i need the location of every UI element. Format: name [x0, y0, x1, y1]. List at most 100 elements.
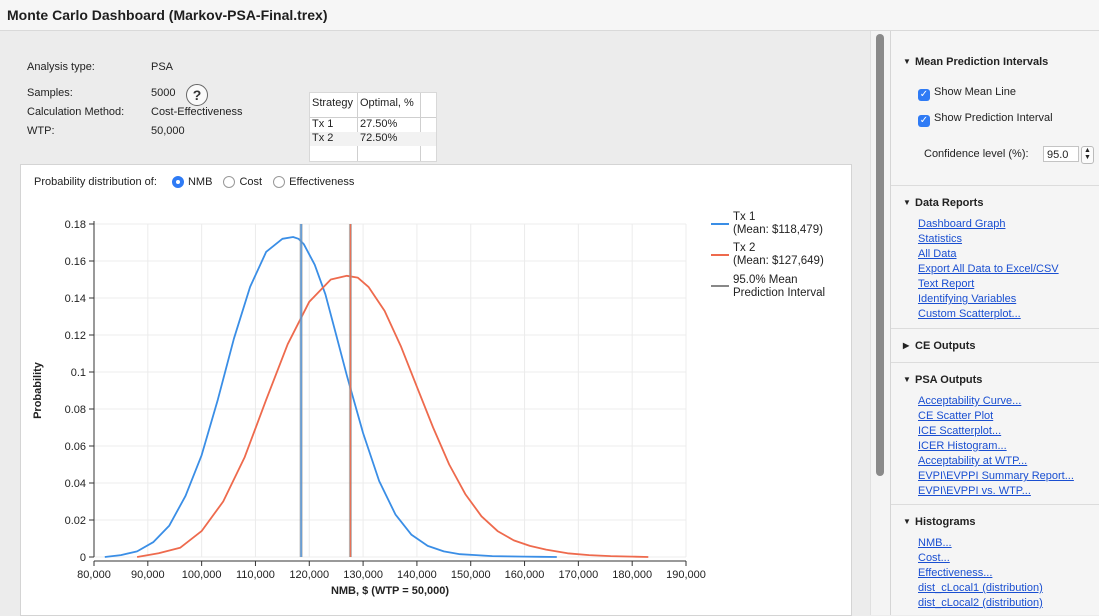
- checkmark-icon: ✓: [918, 89, 930, 101]
- samples-value: 5000: [151, 87, 176, 99]
- link-dist-clocal2[interactable]: dist_cLocal2 (distribution): [918, 597, 1043, 609]
- link-statistics[interactable]: Statistics: [918, 233, 963, 245]
- y-tick-label: 0.16: [65, 256, 86, 268]
- scrollbar[interactable]: [870, 31, 890, 615]
- table-header-strategy: Strategy: [312, 97, 353, 109]
- triangle-down-icon: ▼: [903, 517, 911, 526]
- section-histograms: ▼ Histograms NMB... Cost... Effectiveness…: [891, 505, 1099, 615]
- wtp-label: WTP:: [27, 125, 55, 137]
- link-nmb-histogram[interactable]: NMB...: [918, 537, 952, 549]
- legend-interval-label: 95.0% Mean Prediction Interval: [733, 274, 825, 299]
- table-cell: Tx 1: [312, 118, 334, 130]
- scrollbar-thumb[interactable]: [876, 34, 884, 476]
- link-effectiveness-histogram[interactable]: Effectiveness...: [918, 567, 993, 579]
- checkmark-icon: ✓: [918, 115, 930, 127]
- x-tick-label: 110,000: [236, 569, 275, 581]
- section-header-psa-outputs[interactable]: ▼ PSA Outputs: [903, 374, 983, 386]
- y-tick-label: 0: [80, 552, 86, 564]
- show-mean-line-checkbox[interactable]: ✓ Show Mean Line: [918, 86, 1016, 101]
- section-header-mean-pi[interactable]: ▼ Mean Prediction Intervals: [903, 56, 1049, 68]
- x-tick-label: 80,000: [77, 569, 111, 581]
- show-prediction-interval-checkbox[interactable]: ✓ Show Prediction Interval: [918, 112, 1053, 127]
- x-tick-label: 100,000: [182, 569, 222, 581]
- link-acceptability-at-wtp[interactable]: Acceptability at WTP...: [918, 455, 1028, 467]
- y-tick-label: 0.12: [65, 330, 86, 342]
- x-tick-label: 140,000: [397, 569, 437, 581]
- strategy-table: Strategy Optimal, % Tx 1 27.50% Tx 2 72.…: [309, 92, 437, 162]
- x-tick-label: 160,000: [505, 569, 545, 581]
- chart-panel: Probability distribution of: NMB Cost Ef…: [20, 164, 852, 616]
- samples-label: Samples:: [27, 87, 73, 99]
- section-data-reports: ▼ Data Reports Dashboard Graph Statistics…: [891, 186, 1099, 329]
- stepper-icon[interactable]: ▲ ▼: [1081, 146, 1094, 164]
- radio-effectiveness[interactable]: Effectiveness: [273, 176, 354, 189]
- probability-chart: 0 0.02 0.04 0.06 0.08 0.1 0.12 0.14 0.16 0.18 80,0…: [32, 211, 825, 597]
- analysis-type-label: Analysis type:: [27, 61, 95, 73]
- link-ce-scatter-plot[interactable]: CE Scatter Plot: [918, 410, 994, 422]
- distribution-prompt: Probability distribution of:: [34, 176, 157, 189]
- question-circle-icon[interactable]: ?: [186, 84, 208, 106]
- calc-method-value: Cost-Effectiveness: [151, 106, 243, 118]
- x-tick-label: 120,000: [289, 569, 329, 581]
- link-acceptability-curve[interactable]: Acceptability Curve...: [918, 395, 1022, 407]
- section-mean-prediction-intervals: ▼ Mean Prediction Intervals ✓ Show Mean Li…: [891, 31, 1099, 186]
- analysis-type-value: PSA: [151, 61, 174, 73]
- triangle-down-icon: ▼: [903, 198, 911, 207]
- y-tick-label: 0.1: [71, 367, 86, 379]
- y-tick-label: 0.06: [65, 441, 86, 453]
- x-tick-label: 190,000: [666, 569, 706, 581]
- link-text-report[interactable]: Text Report: [918, 278, 975, 290]
- legend-mean-label: (Mean: $118,479): [733, 224, 823, 236]
- link-ice-scatterplot[interactable]: ICE Scatterplot...: [918, 425, 1002, 437]
- link-cost-histogram[interactable]: Cost...: [918, 552, 950, 564]
- y-tick-label: 0.08: [65, 404, 86, 416]
- section-header-histograms[interactable]: ▼ Histograms: [903, 516, 976, 528]
- table-cell: 72.50%: [360, 132, 398, 144]
- main-panel: Analysis type: PSA ? Samples: 5000 Calcu…: [0, 31, 870, 616]
- link-dashboard-graph[interactable]: Dashboard Graph: [918, 218, 1006, 230]
- triangle-down-icon: ▼: [903, 375, 911, 384]
- calc-method-label: Calculation Method:: [27, 106, 125, 118]
- section-psa-outputs: ▼ PSA Outputs Acceptability Curve... CE S…: [891, 363, 1099, 505]
- x-tick-label: 180,000: [612, 569, 652, 581]
- side-panel: ▼ Mean Prediction Intervals ✓ Show Mean Li…: [890, 31, 1099, 615]
- x-axis-label: NMB, $ (WTP = 50,000): [331, 585, 449, 597]
- x-tick-label: 90,000: [131, 569, 165, 581]
- y-tick-label: 0.14: [65, 293, 86, 305]
- confidence-level-input[interactable]: 95.0: [1043, 146, 1079, 162]
- legend-mean-label: (Mean: $127,649): [733, 255, 824, 267]
- link-identifying-variables[interactable]: Identifying Variables: [918, 293, 1017, 305]
- table-cell: 27.50%: [360, 118, 398, 130]
- link-dist-clocal1[interactable]: dist_cLocal1 (distribution): [918, 582, 1043, 594]
- y-axis-label: Probability: [32, 361, 44, 419]
- title-bar: Monte Carlo Dashboard (Markov-PSA-Final.…: [0, 0, 1099, 31]
- link-icer-histogram[interactable]: ICER Histogram...: [918, 440, 1007, 452]
- wtp-value: 50,000: [151, 125, 185, 137]
- legend-label: Tx 2: [733, 242, 755, 254]
- distribution-selector: Probability distribution of: NMB Cost Ef…: [34, 176, 362, 189]
- legend-label: Tx 1: [733, 211, 755, 223]
- section-header-ce-outputs[interactable]: ▶ CE Outputs: [903, 340, 976, 352]
- link-custom-scatterplot[interactable]: Custom Scatterplot...: [918, 308, 1021, 320]
- link-export-all-data[interactable]: Export All Data to Excel/CSV: [918, 263, 1059, 275]
- triangle-right-icon: ▶: [903, 341, 910, 350]
- x-tick-label: 130,000: [343, 569, 383, 581]
- x-tick-label: 150,000: [451, 569, 491, 581]
- x-tick-label: 170,000: [558, 569, 598, 581]
- link-evpi-vs-wtp[interactable]: EVPI\EVPPI vs. WTP...: [918, 485, 1031, 497]
- y-tick-label: 0.04: [65, 478, 86, 490]
- link-evpi-summary-report[interactable]: EVPI\EVPPI Summary Report...: [918, 470, 1074, 482]
- radio-cost[interactable]: Cost: [223, 176, 262, 189]
- confidence-level-label: Confidence level (%):: [924, 148, 1029, 160]
- table-header-optimal: Optimal, %: [360, 97, 414, 109]
- triangle-down-icon: ▼: [903, 57, 911, 66]
- series-line-tx-1: [104, 236, 557, 558]
- table-cell: Tx 2: [312, 132, 334, 144]
- section-header-data-reports[interactable]: ▼ Data Reports: [903, 197, 984, 209]
- link-all-data[interactable]: All Data: [918, 248, 957, 260]
- window-title: Monte Carlo Dashboard (Markov-PSA-Final.…: [7, 7, 328, 23]
- section-ce-outputs: ▶ CE Outputs: [891, 329, 1099, 363]
- radio-nmb[interactable]: NMB: [171, 176, 212, 189]
- y-tick-label: 0.02: [65, 515, 86, 527]
- y-tick-label: 0.18: [65, 219, 86, 231]
